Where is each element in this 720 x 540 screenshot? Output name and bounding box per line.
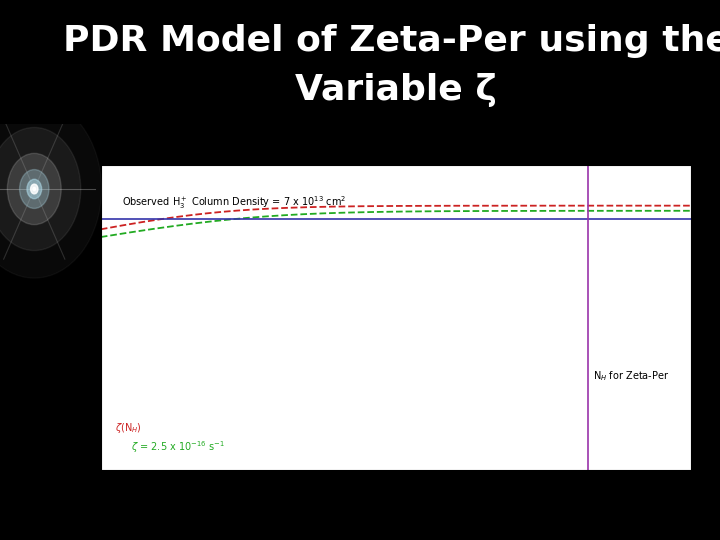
Text: N$_H$ for Zeta-Per: N$_H$ for Zeta-Per bbox=[593, 369, 670, 383]
Text: Observed H$_3^+$ Column Density = 7 x 10$^{13}$ cm$^2$: Observed H$_3^+$ Column Density = 7 x 10… bbox=[122, 194, 347, 211]
Circle shape bbox=[31, 184, 38, 194]
Text: PDR Model of Zeta-Per using the: PDR Model of Zeta-Per using the bbox=[63, 24, 720, 58]
Circle shape bbox=[0, 127, 81, 251]
Circle shape bbox=[19, 170, 49, 208]
Text: Variable ζ: Variable ζ bbox=[295, 73, 497, 107]
Text: $\zeta$ = 2.5 x 10$^{-16}$ s$^{-1}$: $\zeta$ = 2.5 x 10$^{-16}$ s$^{-1}$ bbox=[131, 439, 225, 455]
Circle shape bbox=[27, 179, 42, 199]
Circle shape bbox=[33, 187, 35, 191]
X-axis label: N$_H$(cm$^{-2}$): N$_H$(cm$^{-2}$) bbox=[366, 504, 426, 523]
Text: $\zeta$(N$_H$): $\zeta$(N$_H$) bbox=[115, 421, 142, 435]
Y-axis label: N$_{H_3^+}$(cm$^{-2}$): N$_{H_3^+}$(cm$^{-2}$) bbox=[37, 284, 58, 351]
Circle shape bbox=[7, 153, 61, 225]
